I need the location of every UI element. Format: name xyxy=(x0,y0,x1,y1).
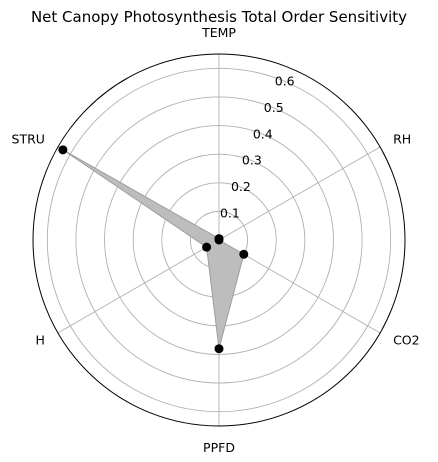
polar-frame xyxy=(32,53,406,427)
data-layer xyxy=(58,145,249,354)
category-label-temp: TEMP xyxy=(201,25,236,40)
radial-tick-label: 0.3 xyxy=(242,153,262,168)
data-point-co2 xyxy=(239,249,249,259)
spoke-h xyxy=(57,239,220,334)
category-label-stru: STRU xyxy=(12,132,45,147)
data-point-ppfd xyxy=(214,344,224,354)
radial-tick-label: 0.4 xyxy=(253,126,273,141)
data-point-rh xyxy=(214,235,224,245)
category-label-h: H xyxy=(36,333,45,348)
series-area-0 xyxy=(62,149,245,349)
radial-tick-label: 0.1 xyxy=(220,206,240,221)
label-layer: 0.1 0.2 0.3 0.4 0.5 0.6 TEMP RH CO2 PPFD H STRU xyxy=(12,25,420,455)
radial-tick-label: 0.5 xyxy=(264,100,284,115)
data-point-stru xyxy=(58,145,68,155)
chart-title: Net Canopy Photosynthesis Total Order Se… xyxy=(31,8,407,26)
spoke-rh xyxy=(218,146,381,241)
radial-tick-label: 0.6 xyxy=(275,73,295,88)
category-label-ppfd: PPFD xyxy=(203,440,235,455)
category-label-rh: RH xyxy=(393,132,411,147)
data-point-h xyxy=(202,242,212,252)
category-label-co2: CO2 xyxy=(393,333,420,348)
radial-tick-label: 0.2 xyxy=(231,179,251,194)
